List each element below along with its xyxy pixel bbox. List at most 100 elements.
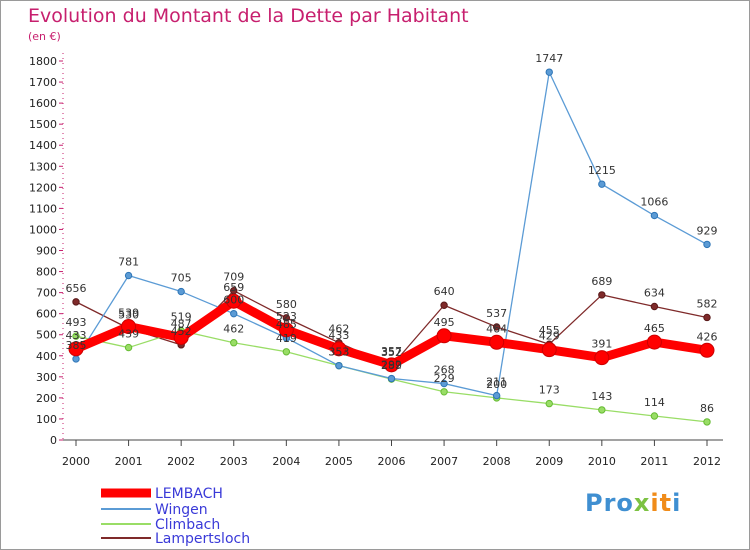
data-label-wingen: 211 (486, 376, 507, 389)
y-tick-label: 300 (36, 371, 57, 384)
x-tick-label: 2003 (220, 455, 248, 468)
data-label-wingen: 929 (697, 224, 718, 237)
data-point-lembach (226, 293, 242, 309)
data-point-climbach (72, 332, 80, 340)
data-point-lampertsloch (703, 313, 711, 322)
data-label-lembach: 433 (328, 329, 349, 342)
data-label-lampertsloch: 582 (697, 297, 718, 310)
y-tick-label: 1800 (29, 55, 57, 68)
data-label-lampertsloch: 689 (591, 275, 612, 288)
data-point-climbach (230, 339, 238, 347)
y-tick-label: 1200 (29, 181, 57, 194)
data-label-lembach: 426 (697, 330, 718, 343)
y-tick-label: 1000 (29, 223, 57, 236)
data-label-climbach: 229 (434, 372, 455, 385)
data-label-climbach: 200 (486, 378, 507, 391)
data-label-lampertsloch: 455 (539, 324, 560, 337)
legend-label-climbach: Climbach (155, 517, 220, 533)
data-label-wingen: 268 (434, 364, 455, 377)
legend-label-lembach: LEMBACH (155, 486, 223, 502)
data-point-wingen (703, 240, 711, 249)
data-point-climbach (703, 418, 711, 426)
data-label-lampertsloch: 530 (118, 308, 139, 321)
y-tick-label: 800 (36, 266, 57, 279)
data-label-lembach: 659 (223, 281, 244, 294)
data-label-lampertsloch: 640 (434, 285, 455, 298)
x-tick-label: 2010 (588, 455, 616, 468)
data-label-lampertsloch: 634 (644, 287, 665, 300)
data-label-lembach: 429 (539, 330, 560, 343)
y-tick-label: 500 (36, 329, 57, 342)
data-point-climbach (440, 388, 448, 396)
x-tick-label: 2008 (483, 455, 511, 468)
x-tick-label: 2011 (640, 455, 668, 468)
x-tick-label: 2002 (167, 455, 195, 468)
data-label-lembach: 487 (171, 317, 192, 330)
y-tick-label: 100 (36, 413, 57, 426)
data-point-lembach (173, 329, 189, 345)
data-label-lampertsloch: 709 (223, 271, 244, 284)
data-label-lembach: 433 (66, 329, 87, 342)
data-label-climbach: 353 (328, 346, 349, 359)
data-point-wingen (177, 287, 185, 296)
data-label-wingen: 1066 (640, 196, 668, 209)
x-tick-label: 2001 (115, 455, 143, 468)
data-label-climbach: 493 (66, 316, 87, 329)
x-tick-label: 2000 (62, 455, 90, 468)
data-point-lampertsloch (598, 291, 606, 299)
data-label-wingen: 1215 (588, 164, 616, 177)
data-label-lembach: 464 (486, 322, 507, 335)
data-point-lampertsloch (282, 314, 291, 322)
data-point-lembach (594, 350, 610, 366)
data-point-lembach (331, 341, 347, 357)
y-tick-label: 900 (36, 245, 57, 258)
logo-part-4: i (672, 489, 682, 517)
data-point-climbach (282, 348, 291, 356)
x-tick-label: 2007 (430, 455, 458, 468)
data-point-wingen (230, 309, 238, 318)
legend-label-lampertsloch: Lampertsloch (155, 531, 250, 547)
data-label-climbach: 86 (700, 402, 714, 415)
data-point-lembach (541, 342, 557, 358)
proxiti-logo: Proxiti (585, 489, 681, 517)
data-point-lampertsloch (72, 298, 80, 306)
data-label-lembach: 357 (381, 345, 402, 358)
data-point-climbach (598, 406, 606, 414)
data-label-wingen: 485 (276, 318, 297, 331)
y-tick-label: 600 (36, 308, 57, 321)
data-label-wingen: 1747 (535, 52, 563, 65)
y-tick-label: 200 (36, 392, 57, 405)
data-label-lembach: 391 (591, 338, 612, 351)
data-point-lembach (646, 334, 662, 350)
y-tick-label: 1500 (29, 118, 57, 131)
data-label-lembach: 539 (118, 307, 139, 320)
data-label-climbach: 114 (644, 396, 665, 409)
x-tick-label: 2004 (272, 455, 300, 468)
y-tick-label: 0 (50, 434, 57, 447)
data-label-climbach: 289 (381, 359, 402, 372)
x-tick-label: 2006 (378, 455, 406, 468)
data-point-lembach (68, 341, 84, 357)
y-tick-label: 700 (36, 287, 57, 300)
data-label-wingen: 600 (223, 294, 244, 307)
data-label-lembach: 465 (644, 322, 665, 335)
data-label-climbach: 173 (539, 384, 560, 397)
data-label-climbach: 462 (223, 323, 244, 336)
x-tick-label: 2009 (535, 455, 563, 468)
data-point-wingen (72, 355, 80, 363)
data-point-climbach (545, 399, 553, 408)
chart-unit-label: (en €) (28, 30, 61, 43)
y-tick-label: 1700 (29, 76, 57, 89)
x-tick-label: 2012 (693, 455, 721, 468)
data-point-climbach (124, 343, 133, 352)
y-tick-label: 1100 (29, 202, 57, 215)
y-tick-label: 1600 (29, 97, 57, 110)
data-point-wingen (545, 68, 553, 76)
data-label-lembach: 495 (434, 316, 455, 329)
data-label-climbach: 143 (591, 390, 612, 403)
data-label-climbach: 519 (171, 311, 192, 324)
data-label-lampertsloch: 452 (171, 325, 192, 338)
data-point-lampertsloch (492, 323, 501, 331)
